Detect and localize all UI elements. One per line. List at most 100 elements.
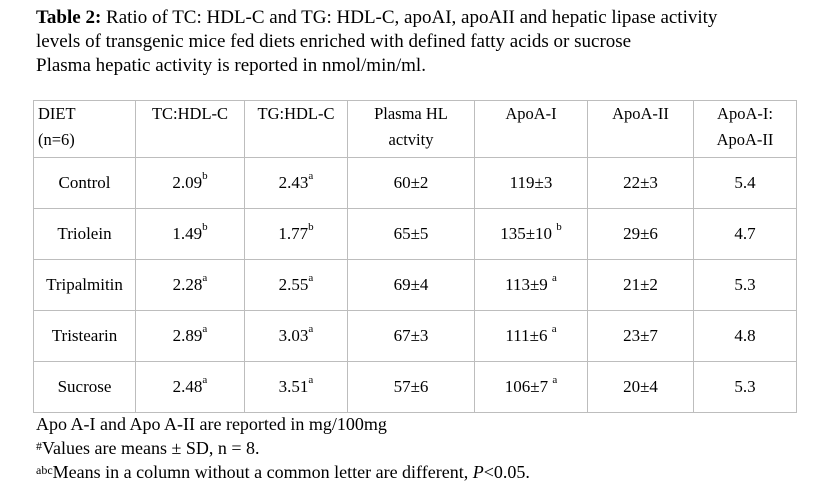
table-cell: 5.3	[693, 259, 797, 311]
cell-text: 5.3	[734, 377, 756, 396]
table-cell: 3.03a	[244, 310, 348, 362]
table-cell: 29±6	[587, 208, 694, 260]
table-cell: 119±3	[474, 157, 588, 209]
table-cell: 67±3	[347, 310, 475, 362]
data-table: DIET (n=6) TC:HDL-C TG:HDL-C Plasma HL actvit…	[33, 100, 797, 413]
cell-text: 3.51	[278, 377, 309, 396]
cell-text: 2.48	[172, 377, 203, 396]
footnote-tail: <0.05.	[483, 462, 530, 482]
cell-superscript: a	[552, 374, 558, 386]
header-cell: ApoA-II	[587, 100, 694, 158]
table-cell: 2.48a	[135, 361, 245, 413]
table-row: Tripalmitin 2.28a 2.55a 69±4 113±9 a 21±2 5.3	[33, 259, 797, 311]
cell-superscript: a	[552, 272, 557, 284]
footnote-text: Apo A-I and Apo A-II are reported in mg/…	[36, 414, 387, 434]
cell-superscript: b	[202, 170, 208, 182]
header-text: Plasma HL	[374, 104, 448, 123]
cell-text: 67±3	[393, 326, 429, 345]
cell-text: 5.3	[734, 275, 756, 294]
table-cell: 1.49b	[135, 208, 245, 260]
table-cell: Sucrose	[33, 361, 136, 413]
table-cell: 23±7	[587, 310, 694, 362]
table-cell: 113±9 a	[474, 259, 588, 311]
table-cell: Triolein	[33, 208, 136, 260]
table-cell: 21±2	[587, 259, 694, 311]
cell-text: 21±2	[623, 275, 658, 294]
cell-text: 60±2	[393, 173, 429, 192]
cell-text: 3.03	[278, 326, 309, 345]
cell-text: 113±9	[505, 275, 553, 294]
table-cell: 2.89a	[135, 310, 245, 362]
cell-superscript: a	[202, 374, 208, 386]
table-cell: 1.77b	[244, 208, 348, 260]
table-row: Tristearin 2.89a 3.03a 67±3 111±6 a 23±7 4.8	[33, 310, 797, 362]
header-cell: TG:HDL-C	[244, 100, 348, 158]
footnote-text: Values are means ± SD, n = 8.	[42, 438, 260, 458]
cell-text: 65±5	[393, 224, 429, 243]
cell-text: 4.8	[734, 326, 756, 345]
table-cell: Control	[33, 157, 136, 209]
table-cell: 106±7 a	[474, 361, 588, 413]
caption-line: Table 2: Ratio of TC: HDL-C and TG: HDL-…	[36, 6, 717, 30]
caption-label: Table 2:	[36, 7, 102, 28]
cell-text: Control	[58, 173, 111, 192]
header-cell: ApoA-I	[474, 100, 588, 158]
table-cell: 22±3	[587, 157, 694, 209]
table-cell: 2.28a	[135, 259, 245, 311]
header-cell: Plasma HL actvity	[347, 100, 475, 158]
table-cell: 69±4	[347, 259, 475, 311]
cell-text: 2.43	[278, 173, 309, 192]
footnote: Apo A-I and Apo A-II are reported in mg/…	[36, 412, 530, 436]
table-cell: 20±4	[587, 361, 694, 413]
table-cell: Tristearin	[33, 310, 136, 362]
table-cell: 60±2	[347, 157, 475, 209]
cell-text: 23±7	[623, 326, 658, 345]
header-cell: TC:HDL-C	[135, 100, 245, 158]
header-cell: ApoA-I: ApoA-II	[693, 100, 797, 158]
header-text: TG:HDL-C	[257, 104, 335, 123]
table-row: Triolein 1.49b 1.77b 65±5 135±10 b 29±6 4.7	[33, 208, 797, 260]
cell-text: 22±3	[623, 173, 658, 192]
table-cell: 2.55a	[244, 259, 348, 311]
footnote: #Values are means ± SD, n = 8.	[36, 436, 530, 460]
table-cell: 57±6	[347, 361, 475, 413]
header-text: actvity	[388, 130, 434, 149]
cell-text: 111±6	[505, 326, 552, 345]
caption-text: levels of transgenic mice fed diets enri…	[36, 31, 632, 52]
footnotes: Apo A-I and Apo A-II are reported in mg/…	[36, 412, 530, 484]
table-row: Control 2.09b 2.43a 60±2 119±3 22±3 5.4	[33, 157, 797, 209]
table-row: Sucrose 2.48a 3.51a 57±6 106±7 a 20±4 5.3	[33, 361, 797, 413]
header-text: (n=6)	[38, 130, 75, 149]
table-cell: 4.7	[693, 208, 797, 260]
cell-text: Triolein	[57, 224, 112, 243]
cell-superscript: a	[202, 323, 208, 335]
table-cell: 4.8	[693, 310, 797, 362]
footnote-mark: #	[36, 439, 42, 453]
cell-text: 106±7	[504, 377, 553, 396]
cell-text: 4.7	[734, 224, 756, 243]
table-cell: 135±10 b	[474, 208, 588, 260]
cell-superscript: b	[556, 221, 562, 233]
cell-text: 5.4	[734, 173, 756, 192]
cell-text: 2.55	[278, 275, 309, 294]
table-cell: 2.43a	[244, 157, 348, 209]
table-cell: 111±6 a	[474, 310, 588, 362]
cell-superscript: b	[308, 221, 314, 233]
cell-superscript: b	[202, 221, 208, 233]
footnote-text: Means in a column without a common lette…	[52, 462, 473, 482]
table-cell: 2.09b	[135, 157, 245, 209]
cell-text: Tripalmitin	[46, 275, 123, 294]
header-cell: DIET (n=6)	[33, 100, 136, 158]
table-cell: 5.3	[693, 361, 797, 413]
cell-superscript: a	[202, 272, 208, 284]
cell-text: Sucrose	[57, 377, 112, 396]
header-text: ApoA-II	[716, 130, 774, 149]
header-row: DIET (n=6) TC:HDL-C TG:HDL-C Plasma HL actvit…	[33, 100, 797, 158]
cell-superscript: a	[308, 272, 314, 284]
header-text: DIET	[38, 104, 76, 123]
cell-text: Tristearin	[51, 326, 118, 345]
cell-superscript: a	[308, 374, 314, 386]
footnote-mark: abc	[36, 463, 53, 477]
header-text: ApoA-I:	[717, 104, 773, 123]
